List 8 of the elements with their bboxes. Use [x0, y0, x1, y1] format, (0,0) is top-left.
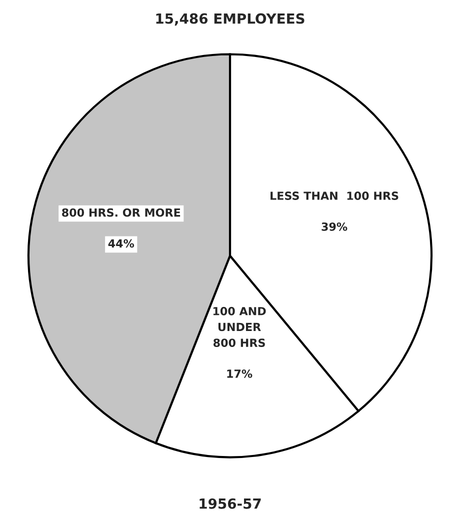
- slice-label: 800 HRS. OR MORE: [62, 208, 180, 217]
- text: 1956-57: [200, 498, 261, 509]
- data-label: 39%: [322, 222, 348, 231]
- slice-label: 100 AND UNDER 800 HRS: [213, 306, 266, 347]
- chart-title: 15,486 EMPLOYEES: [156, 13, 304, 26]
- data-label: 17%: [227, 369, 252, 378]
- data-label: 44%: [108, 239, 134, 248]
- slice-label: LESS THAN 100 HRS: [270, 192, 398, 200]
